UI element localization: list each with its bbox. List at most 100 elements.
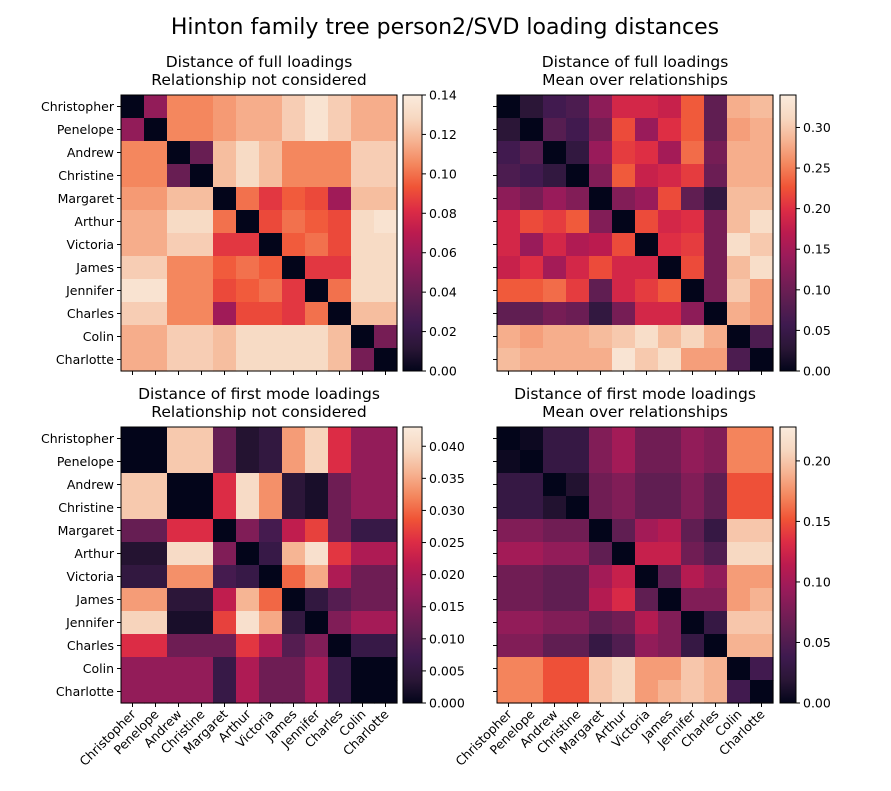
heatmap-cell [658,141,682,165]
heatmap-cell [566,233,590,257]
heatmap-cell [658,118,682,142]
heatmap-cell [520,95,544,119]
heatmap-cell [190,634,214,658]
heatmap-cell [190,233,214,257]
heatmap-cell [121,95,145,119]
heatmap-cell [566,325,590,349]
heatmap-cell [167,588,191,612]
heatmap-cell [121,565,145,589]
heatmap-cell [750,164,774,188]
heatmap-cell [635,164,659,188]
heatmap-cell [144,95,168,119]
heatmap-cell [543,542,567,566]
heatmap-cell [704,588,728,612]
heatmap-cell [167,496,191,520]
plot-frame [496,426,774,704]
heatmap-cell [167,427,191,451]
heatmap-cell [589,565,613,589]
heatmap-cell [635,210,659,234]
heatmap-cell [543,519,567,543]
heatmap-cell [681,210,705,234]
heatmap-cell [612,657,636,681]
colorbar-tick-label: 0.00 [803,696,831,711]
heatmap-cell [681,611,705,635]
heatmap-cell [750,496,774,520]
heatmap-cell [305,450,329,474]
heatmap-cell [750,519,774,543]
heatmap-cell [167,473,191,497]
heatmap-cell [351,187,375,211]
heatmap-cell [236,233,260,257]
heatmap-cell [635,680,659,704]
heatmap-cell [259,325,283,349]
heatmap-cell [658,611,682,635]
heatmap-cell [259,233,283,257]
heatmap-cell [282,519,306,543]
heatmap-cell [167,542,191,566]
heatmap-cell [328,473,352,497]
colorbar-tick-label: 0.030 [429,503,465,518]
heatmap-cell [351,233,375,257]
colorbar-tick-label: 0.015 [429,599,465,614]
heatmap-cell [236,164,260,188]
heatmap-cell [374,657,398,681]
heatmap-cell [374,187,398,211]
heatmap-cell [190,496,214,520]
heatmap-cell [658,427,682,451]
heatmap-cell [282,680,306,704]
heatmap-cell [589,118,613,142]
colorbar-tick-label: 0.08 [429,206,457,221]
heatmap-cell [213,473,237,497]
heatmap-cell [566,210,590,234]
heatmap-cell [121,427,145,451]
heatmap-cell [750,565,774,589]
heatmap-cell [236,325,260,349]
heatmap-cell [497,496,521,520]
heatmap-cell [351,588,375,612]
heatmap-cell [681,680,705,704]
heatmap-cell [351,496,375,520]
panel-title-line: Distance of full loadings [542,53,729,71]
heatmap-cell [144,496,168,520]
heatmap-cell [750,325,774,349]
heatmap-cell [374,279,398,303]
heatmap-cell [374,325,398,349]
heatmap-cell [520,496,544,520]
heatmap-cell [704,256,728,280]
heatmap-cell [144,634,168,658]
heatmap-cell [658,210,682,234]
y-tick-label: Charles [67,638,114,653]
heatmap-cell [520,210,544,234]
heatmap-cell [213,118,237,142]
heatmap-cell [144,325,168,349]
colorbar-tick-label: 0.25 [803,161,831,176]
heatmap-cell [658,496,682,520]
heatmap-cell [328,519,352,543]
y-tick-label: Charles [67,306,114,321]
heatmap-cell [167,210,191,234]
heatmap-cell [520,565,544,589]
heatmap-cell [213,141,237,165]
heatmap-cell [566,565,590,589]
figure-title: Hinton family tree person2/SVD loading d… [171,15,719,40]
heatmap-cell [520,256,544,280]
heatmap-cell [635,427,659,451]
y-tick-label: Colin [83,329,114,344]
heatmap-cell [543,450,567,474]
heatmap-cells [497,95,774,372]
heatmap-cell [167,141,191,165]
heatmap-cells [121,427,398,704]
heatmap-cell [612,233,636,257]
heatmap-cell [635,348,659,372]
heatmap-cell [497,680,521,704]
heatmap-cell [351,95,375,119]
heatmap-cell [282,588,306,612]
heatmap-cell [351,611,375,635]
heatmap-cell [282,348,306,372]
heatmap-cell [351,210,375,234]
plot-frame [496,94,774,372]
heatmap-cell [704,141,728,165]
colorbar-tick-label: 0.05 [803,323,831,338]
